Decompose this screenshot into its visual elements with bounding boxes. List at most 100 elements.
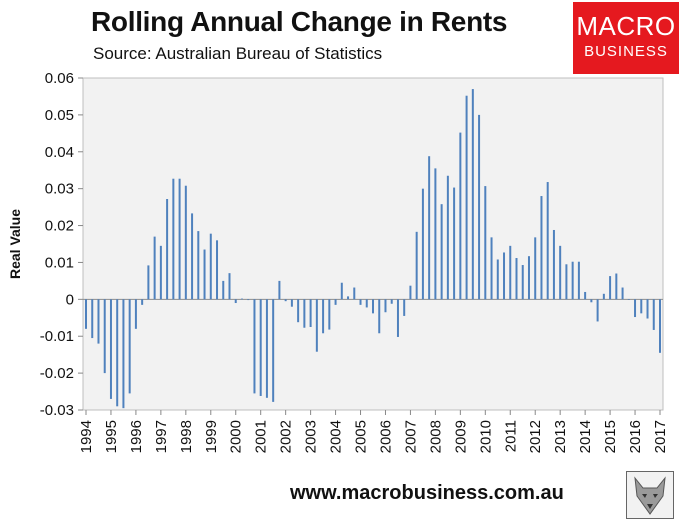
x-tick-label: 2006 [377, 420, 394, 453]
bar [627, 299, 630, 300]
y-tick-label: 0.06 [45, 70, 74, 87]
x-tick-label: 2000 [228, 420, 245, 453]
bar [159, 245, 162, 300]
website-url: www.macrobusiness.com.au [290, 482, 564, 504]
bar [247, 299, 250, 301]
bar [222, 280, 225, 300]
bar [359, 299, 362, 305]
y-axis-label: Real Value [7, 209, 23, 279]
bar [103, 299, 106, 374]
plot-area [82, 77, 664, 411]
bar [446, 175, 449, 300]
bar [490, 237, 493, 300]
bar [409, 285, 412, 300]
x-tick-label: 2004 [328, 420, 345, 453]
bar [403, 299, 406, 316]
y-tick-label: -0.01 [40, 328, 74, 345]
y-tick-label: -0.02 [40, 365, 74, 382]
bar [571, 261, 574, 300]
bar [396, 299, 399, 337]
bar [97, 299, 100, 344]
macrobusiness-logo: MACRO BUSINESS [573, 2, 679, 74]
x-tick-label: 2009 [452, 420, 469, 453]
bar [153, 236, 156, 300]
bar [141, 299, 144, 305]
bar [546, 182, 549, 300]
bar [615, 273, 618, 300]
bar [259, 299, 262, 396]
x-tick-label: 2012 [527, 420, 544, 453]
bar [440, 204, 443, 300]
x-tick-label: 2001 [253, 420, 270, 453]
bar [390, 299, 393, 304]
bar [309, 299, 312, 327]
x-tick-label: 1994 [78, 420, 95, 453]
y-tick-label: 0.02 [45, 218, 74, 235]
bar [166, 199, 169, 300]
bar [265, 299, 268, 398]
bar [590, 299, 593, 303]
bar [621, 287, 624, 300]
bar [85, 299, 87, 329]
bar [109, 299, 112, 399]
bar [577, 261, 580, 300]
x-tick-label: 1998 [178, 420, 195, 453]
bar [209, 233, 212, 300]
bar [122, 299, 125, 409]
y-tick-label: -0.03 [40, 402, 74, 419]
bar [203, 249, 206, 300]
bar [552, 229, 555, 300]
bar [534, 237, 537, 300]
bar [609, 276, 612, 300]
bar [234, 299, 237, 304]
logo-line-macro: MACRO [576, 11, 676, 41]
bar [322, 299, 325, 334]
bar [540, 196, 543, 300]
bar [284, 299, 287, 302]
bar [521, 265, 524, 300]
y-tick-label: 0.01 [45, 254, 74, 271]
bar [584, 291, 587, 300]
bar [303, 299, 306, 328]
bar [116, 299, 119, 407]
bar [478, 114, 481, 300]
x-tick-label: 2005 [353, 420, 370, 453]
bar [640, 299, 643, 314]
bar [334, 299, 337, 305]
bar [178, 178, 181, 300]
x-tick-label: 2014 [577, 420, 594, 453]
bar [191, 213, 194, 300]
bar [372, 299, 374, 314]
bar [253, 299, 256, 394]
bar [421, 188, 424, 300]
bar [353, 287, 356, 300]
bar [228, 273, 231, 300]
y-tick-label: 0 [66, 291, 74, 308]
bar [272, 299, 275, 402]
bar [184, 185, 187, 300]
y-tick-label: 0.03 [45, 181, 74, 198]
bar [659, 299, 661, 353]
bar [484, 186, 487, 300]
bar [328, 299, 331, 330]
chart-subtitle: Source: Australian Bureau of Statistics [93, 44, 383, 63]
bar [471, 89, 474, 300]
y-tick-label: 0.04 [45, 144, 74, 161]
x-tick-label: 2017 [652, 420, 669, 453]
x-tick-label: 1997 [153, 420, 170, 453]
bar [147, 265, 150, 300]
bar [128, 299, 131, 394]
x-tick-label: 2003 [303, 420, 320, 453]
bar [384, 299, 387, 313]
logo-line-business: BUSINESS [584, 43, 668, 60]
bar [503, 252, 506, 300]
bar [172, 178, 175, 300]
bar [340, 282, 343, 300]
bar [278, 280, 281, 300]
bar [315, 299, 318, 352]
bar [378, 299, 381, 334]
x-tick-label: 2016 [627, 420, 644, 453]
x-tick-label: 1995 [103, 420, 120, 453]
bar [290, 299, 293, 307]
bar [365, 299, 368, 308]
